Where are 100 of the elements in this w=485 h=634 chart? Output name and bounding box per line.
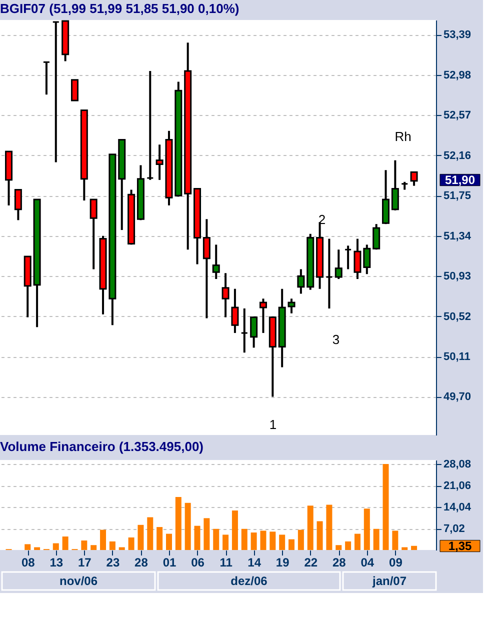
y-tick-label: 52,98 (444, 69, 472, 82)
candlestick (240, 307, 248, 354)
bar (316, 521, 323, 550)
bar (402, 547, 408, 550)
y-tick-label: 52,57 (444, 110, 472, 122)
candlestick (354, 238, 362, 280)
y-tick-label: 51,75 (444, 190, 472, 202)
text: 1,35 (448, 539, 472, 553)
candlestick (146, 70, 154, 181)
bar (118, 547, 125, 550)
bar (128, 537, 134, 550)
chart-title: BGIF07 (51,99 51,99 51,85 51,90 0,10%) (0, 0, 240, 16)
x-tick-label: 01 (162, 556, 176, 570)
bar (260, 530, 266, 550)
x-tick-label: 17 (78, 556, 92, 570)
candlestick (70, 79, 78, 102)
candlestick (382, 169, 390, 226)
bar (298, 530, 304, 550)
candlestick (391, 159, 399, 212)
bar (250, 532, 257, 550)
bar (288, 539, 295, 550)
bar (326, 504, 332, 550)
candlestick (212, 244, 220, 280)
candlestick (297, 268, 305, 295)
bar (336, 545, 342, 550)
candlestick (410, 171, 418, 187)
y-tick-label: 51,34 (444, 230, 472, 242)
bar (156, 527, 163, 550)
bar (138, 524, 144, 550)
bar (194, 526, 200, 550)
x-tick-label: 28 (134, 556, 148, 570)
bar (382, 464, 389, 550)
y-tick-label: 50,11 (444, 351, 470, 364)
candlestick (42, 61, 50, 96)
candlestick (325, 238, 333, 310)
text: dez/06 (230, 574, 268, 588)
bar (213, 528, 220, 550)
y-tick-label: 52,16 (444, 150, 472, 162)
bar (270, 532, 276, 550)
text: 51,90 (444, 173, 476, 187)
y-tick-label: 49,70 (444, 391, 472, 404)
bar (345, 541, 352, 550)
bar (90, 545, 97, 550)
x-tick-label: 08 (21, 556, 36, 570)
x-tick-label: 23 (106, 556, 120, 570)
bar (232, 510, 238, 550)
bar (175, 497, 182, 550)
y-tick-label: 14,04 (444, 502, 472, 514)
text: nov/06 (59, 574, 98, 588)
candlestick (344, 244, 352, 270)
x-tick-label: 09 (389, 556, 403, 570)
y-tick-label: 53,39 (444, 29, 472, 42)
bar (147, 517, 154, 550)
y-tick-label: 7,02 (444, 523, 465, 536)
candlestick (363, 244, 371, 276)
candlestick (90, 198, 98, 270)
bar (307, 506, 314, 550)
candlestick (250, 316, 258, 349)
bar (204, 518, 210, 550)
x-tick-label: 06 (191, 556, 205, 570)
chart-title: Volume Financeiro (1.353.495,00) (0, 439, 204, 454)
x-tick-label: 19 (276, 556, 290, 570)
annotation: 1 (269, 417, 277, 432)
bar (392, 530, 398, 550)
bar (373, 528, 380, 550)
y-tick-label: 50,52 (444, 310, 472, 323)
candlestick (14, 188, 22, 222)
bar (81, 540, 88, 550)
x-tick-label: 11 (220, 556, 233, 570)
candlestick (231, 288, 239, 334)
bar (52, 543, 59, 550)
x-tick-label: 22 (304, 556, 318, 570)
x-tick-label: 14 (248, 556, 262, 570)
bar (364, 508, 370, 550)
bar (100, 530, 106, 550)
bar (34, 547, 40, 550)
candlestick (202, 218, 210, 320)
candlestick (372, 223, 380, 251)
bar (24, 544, 31, 550)
x-tick-label: 13 (50, 556, 64, 570)
bar (222, 534, 229, 550)
bar (279, 534, 286, 550)
annotation: Rh (394, 129, 412, 144)
bar (354, 534, 360, 550)
bar (241, 528, 248, 550)
bar (109, 541, 116, 550)
y-tick-label: 50,93 (444, 270, 472, 283)
annotation: 3 (332, 332, 340, 347)
candlestick (288, 298, 296, 314)
bar (62, 536, 68, 550)
candlestick (52, 20, 60, 164)
bar (184, 502, 191, 550)
bar (411, 546, 418, 550)
x-tick-label: 28 (332, 556, 346, 570)
y-tick-label: 21,06 (444, 480, 472, 492)
candlestick (334, 248, 342, 280)
candlestick (259, 298, 267, 334)
text: jan/07 (371, 574, 407, 588)
candlestick (222, 272, 230, 318)
y-tick-label: 28,08 (444, 458, 472, 471)
